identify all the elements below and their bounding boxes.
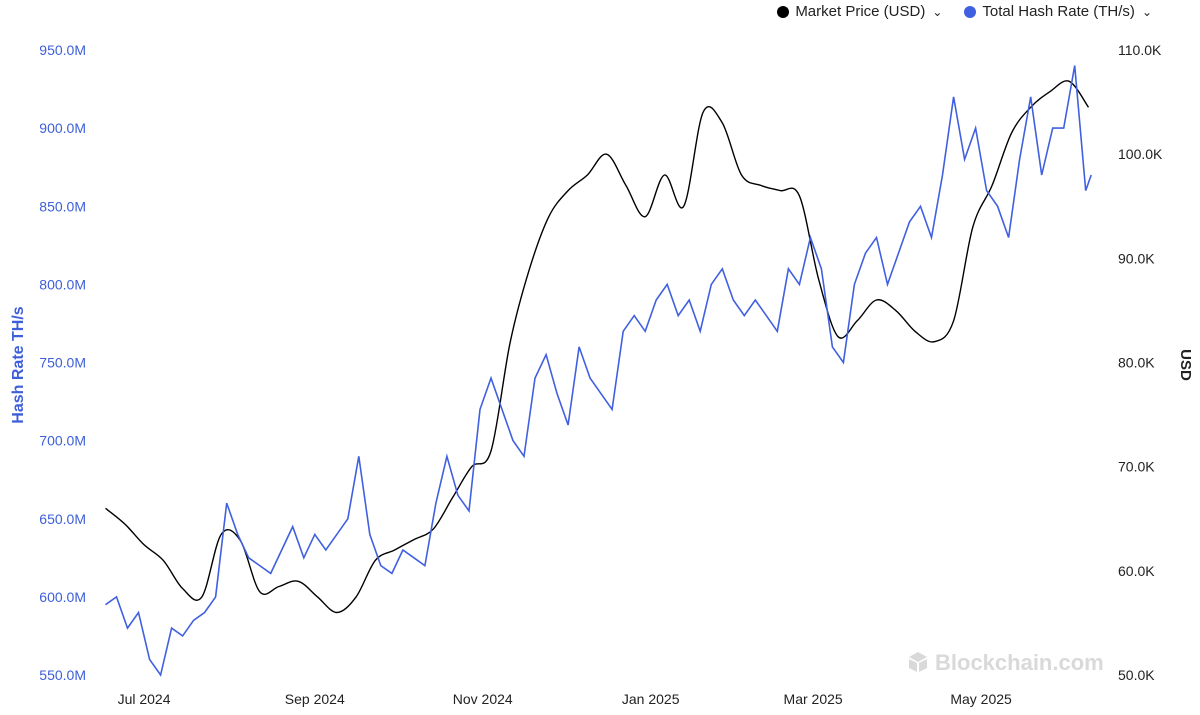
right-tick-label: 90.0K xyxy=(1118,250,1155,266)
x-tick-label: Mar 2025 xyxy=(784,691,843,707)
hash-dot-icon xyxy=(964,5,977,18)
left-tick-label: 550.0M xyxy=(39,667,86,683)
legend-item-price[interactable]: Market Price (USD) ⌄ xyxy=(777,3,942,20)
right-tick-label: 110.0K xyxy=(1118,42,1162,58)
left-tick-label: 850.0M xyxy=(39,198,86,214)
hash-rate-series-line xyxy=(105,65,1092,677)
x-tick-label: Sep 2024 xyxy=(285,691,345,707)
right-axis-title: USD xyxy=(1177,349,1194,381)
chevron-down-icon[interactable]: ⌄ xyxy=(1141,4,1152,19)
left-tick-label: 750.0M xyxy=(39,355,86,371)
watermark-text: Blockchain.com xyxy=(935,650,1104,675)
left-tick-label: 600.0M xyxy=(39,589,86,605)
left-tick-label: 700.0M xyxy=(39,433,86,449)
left-tick-label: 800.0M xyxy=(39,276,86,292)
x-tick-label: Jan 2025 xyxy=(622,691,680,707)
left-axis-ticks: 550.0M 600.0M 650.0M 700.0M 750.0M 800.0M 850.… xyxy=(39,42,86,683)
x-axis-ticks: Jul 2024 Sep 2024 Nov 2024 Jan 2025 Mar 2025… xyxy=(118,691,1012,707)
left-tick-label: 650.0M xyxy=(39,511,86,527)
blockchain-logo-icon xyxy=(909,652,927,672)
legend: Market Price (USD) ⌄ Total Hash Rate (TH… xyxy=(777,3,1152,20)
watermark: Blockchain.com xyxy=(909,650,1104,675)
right-axis-ticks: 50.0K 60.0K 70.0K 80.0K 90.0K 100.0K 110.0K xyxy=(1118,42,1163,683)
legend-item-hash[interactable]: Total Hash Rate (TH/s) ⌄ xyxy=(964,3,1152,20)
legend-label-price: Market Price (USD) xyxy=(795,3,926,20)
right-tick-label: 70.0K xyxy=(1118,459,1155,475)
left-tick-label: 900.0M xyxy=(39,120,86,136)
x-tick-label: May 2025 xyxy=(950,691,1012,707)
price-dot-icon xyxy=(777,5,790,18)
x-tick-label: Jul 2024 xyxy=(118,691,171,707)
right-tick-label: 50.0K xyxy=(1118,667,1155,683)
left-axis-title: Hash Rate TH/s xyxy=(10,306,27,423)
right-tick-label: 60.0K xyxy=(1118,563,1155,579)
chevron-down-icon[interactable]: ⌄ xyxy=(932,4,943,19)
left-tick-label: 950.0M xyxy=(39,42,86,58)
right-tick-label: 80.0K xyxy=(1118,355,1155,371)
legend-label-hash: Total Hash Rate (TH/s) xyxy=(982,3,1135,20)
x-tick-label: Nov 2024 xyxy=(453,691,513,707)
price-series-line xyxy=(105,80,1090,614)
right-tick-label: 100.0K xyxy=(1118,146,1163,162)
